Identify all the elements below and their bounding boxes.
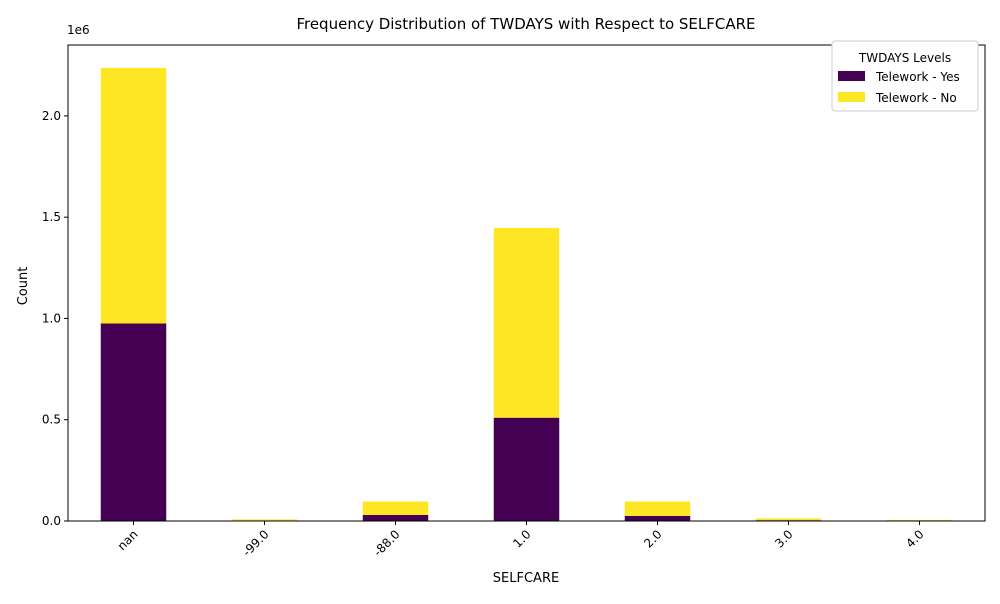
y-tick-label: 1.0 — [42, 311, 61, 325]
x-tick-label: -88.0 — [371, 527, 403, 559]
y-tick-label: 0.0 — [42, 514, 61, 528]
bar-telework-no-2-0 — [625, 502, 691, 516]
bar-telework-yes-2-0 — [625, 516, 691, 521]
y-tick-label: 2.0 — [42, 109, 61, 123]
chart-title: Frequency Distribution of TWDAYS with Re… — [296, 15, 755, 33]
x-tick-label: 2.0 — [641, 527, 664, 550]
y-axis-label: Count — [16, 267, 31, 306]
y-tick-label: 1.5 — [42, 210, 61, 224]
bar-telework-no-1-0 — [494, 228, 560, 418]
x-tick-label: nan — [115, 527, 141, 553]
bar-telework-yes-1-0 — [494, 418, 560, 521]
x-tick-label: 3.0 — [772, 527, 795, 550]
bar-telework-no-99-0 — [232, 519, 298, 520]
x-tick-label: 1.0 — [510, 527, 533, 550]
legend-swatch-telework-yes — [838, 71, 865, 81]
legend-swatch-telework-no — [838, 92, 865, 102]
legend: TWDAYS Levels Telework - Yes Telework - … — [832, 41, 978, 111]
legend-title: TWDAYS Levels — [858, 51, 951, 65]
bar-telework-yes-88-0 — [363, 515, 429, 521]
bar-telework-no-3-0 — [756, 518, 822, 520]
y-tick-label: 0.5 — [42, 413, 61, 427]
bar-telework-no-88-0 — [363, 502, 429, 515]
bar-telework-no-nan — [101, 68, 167, 324]
legend-label-telework-no: Telework - No — [875, 91, 957, 105]
legend-label-telework-yes: Telework - Yes — [875, 70, 960, 84]
bar-telework-yes-nan — [101, 324, 167, 521]
plot-area: nan -99.0 -88.0 1.0 2.0 3.0 4.0 0.0 0.5 1.0 1.5 2.0 — [42, 68, 952, 559]
y-offset-label: 1e6 — [67, 23, 90, 37]
x-tick-label: 4.0 — [903, 527, 926, 550]
x-axis-label: SELFCARE — [493, 571, 559, 586]
x-tick-label: -99.0 — [240, 527, 272, 559]
